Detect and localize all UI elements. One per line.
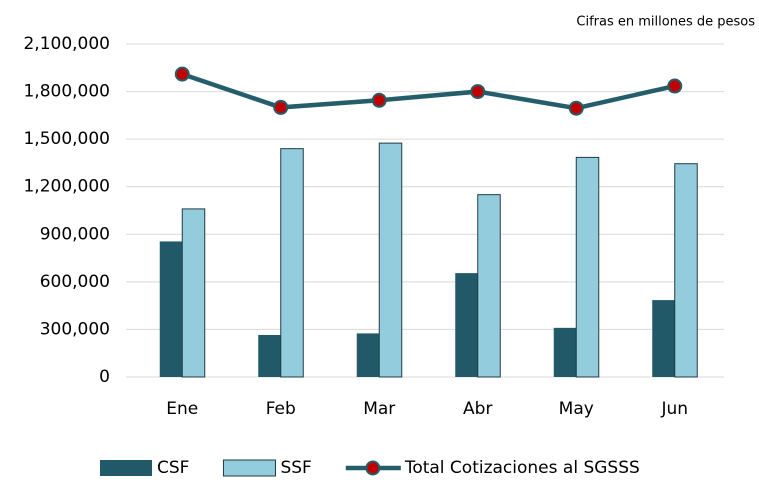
y-tick-label: 900,000 xyxy=(40,224,110,244)
legend-marker xyxy=(365,460,381,476)
line xyxy=(181,71,676,111)
y-tick-label: 300,000 xyxy=(40,319,110,339)
legend-label: SSF xyxy=(280,458,311,478)
marker xyxy=(667,78,683,94)
bar xyxy=(356,333,380,377)
bar xyxy=(553,327,577,377)
bar xyxy=(181,208,206,378)
chart-subtitle: Cifras en millones de pesos xyxy=(576,15,755,30)
x-tick-label: Jun xyxy=(660,399,688,419)
marker xyxy=(371,92,387,108)
bar xyxy=(455,273,478,377)
bar xyxy=(378,142,403,378)
y-tick-label: 600,000 xyxy=(40,272,110,292)
bar xyxy=(159,241,183,377)
legend-swatch xyxy=(222,459,276,477)
bar xyxy=(652,300,675,377)
marker xyxy=(273,99,289,115)
y-tick-label: 0 xyxy=(99,367,110,387)
x-tick-label: Abr xyxy=(463,399,492,419)
y-tick-label: 1,500,000 xyxy=(23,129,110,149)
marker xyxy=(174,66,190,82)
bar xyxy=(575,156,600,378)
y-tick-label: 2,100,000 xyxy=(23,34,110,54)
x-tick-label: Ene xyxy=(166,399,198,419)
y-tick-label: 1,200,000 xyxy=(23,177,110,197)
legend-label: Total Cotizaciones al SGSSS xyxy=(404,458,640,478)
x-tick-label: Feb xyxy=(266,399,296,419)
x-tick-label: May xyxy=(559,399,594,419)
bar xyxy=(674,163,698,378)
y-tick-label: 1,800,000 xyxy=(23,82,110,102)
marker xyxy=(470,84,486,100)
bar xyxy=(258,334,281,377)
legend-swatch xyxy=(100,460,152,476)
x-tick-label: Mar xyxy=(363,399,395,419)
marker xyxy=(568,100,584,116)
legend-label: CSF xyxy=(157,458,189,478)
bar xyxy=(477,194,501,378)
bar xyxy=(280,148,304,378)
